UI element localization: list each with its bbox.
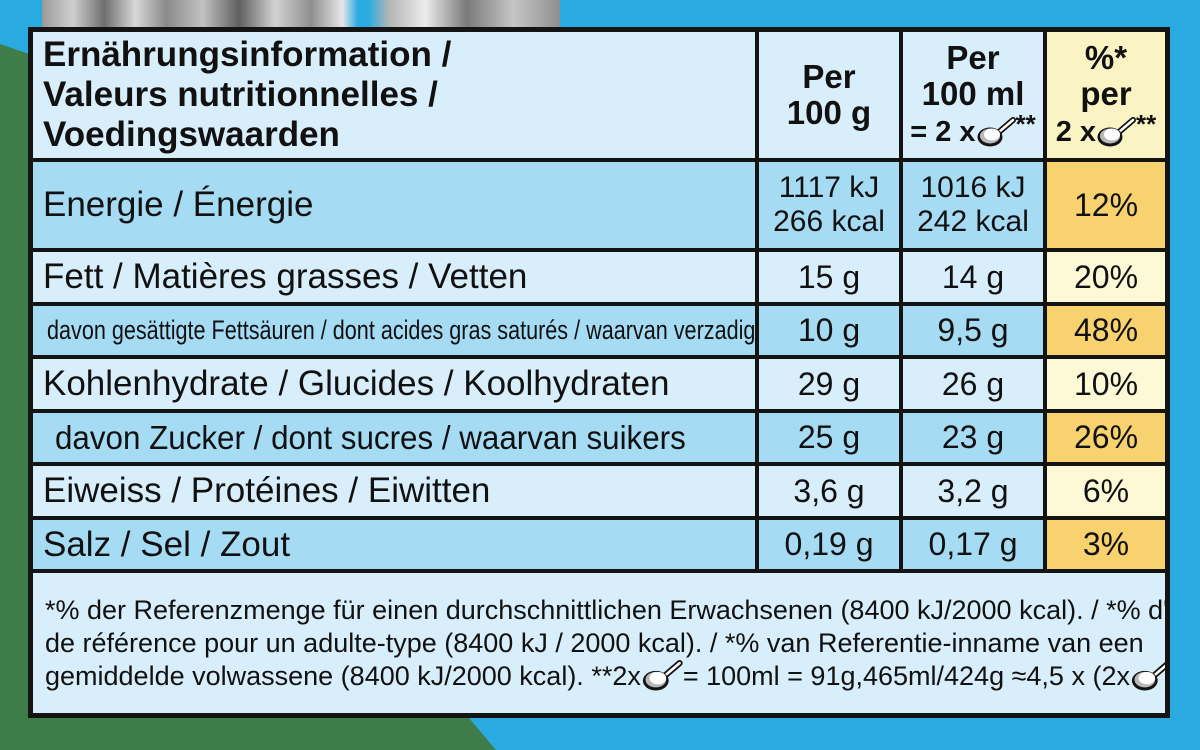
salt-per-100g: 0,19 g	[759, 520, 899, 569]
ladle-scoop-icon	[976, 117, 1016, 148]
title-line-nl: Voedingswaarden	[43, 115, 340, 154]
sugars-percent: 26%	[1047, 413, 1165, 462]
table-row-saturates-label: davon gesättigte Fettsäuren / dont acide…	[33, 306, 755, 355]
table-row-fat-label: Fett / Matières grasses / Vetten	[33, 252, 755, 302]
title-line-de: Ernährungsinformation /	[43, 35, 452, 74]
nutrition-table-title: Ernährungsinformation / Valeurs nutritio…	[33, 32, 755, 158]
column-header-per-100ml: Per 100 ml = 2 x **	[903, 32, 1043, 158]
saturates-per-100g: 10 g	[759, 306, 899, 355]
percent-equivalence: 2 x **	[1055, 109, 1157, 148]
carbohydrate-per-100ml: 26 g	[903, 359, 1043, 409]
sugars-per-100g: 25 g	[759, 413, 899, 462]
per-100ml-line2: 100 ml	[921, 75, 1025, 112]
column-header-percent: %* per 2 x **	[1047, 32, 1165, 158]
package-photo-fragment	[42, 0, 560, 27]
footnote-line-2: de référence pour un adulte-type (8400 k…	[45, 627, 1144, 658]
nutrition-table: Ernährungsinformation / Valeurs nutritio…	[28, 27, 1170, 718]
table-row-protein-label: Eiweiss / Protéines / Eiwitten	[33, 466, 755, 516]
column-header-per-100g: Per 100 g	[759, 32, 899, 158]
fat-per-100ml: 14 g	[903, 252, 1043, 302]
table-row-salt-label: Salz / Sel / Zout	[33, 520, 755, 569]
energy-percent: 12%	[1047, 162, 1165, 248]
percent-line2: per	[1080, 75, 1132, 112]
sugars-per-100ml: 23 g	[903, 413, 1043, 462]
ladle-scoop-icon	[1096, 117, 1136, 148]
per-100g-line2: 100 g	[786, 94, 872, 131]
ladle-scoop-icon	[641, 660, 683, 692]
saturates-percent: 48%	[1047, 306, 1165, 355]
energy-per-100g: 1117 kJ 266 kcal	[759, 162, 899, 248]
carbohydrate-per-100g: 29 g	[759, 359, 899, 409]
table-row-energy-label: Energie / Énergie	[33, 162, 755, 248]
reference-intake-footnote: *% der Referenzmenge für einen durchschn…	[33, 573, 1165, 713]
per-100g-line1: Per	[802, 58, 856, 95]
footnote-line-3: gemiddelde volwassene (8400 kJ/2000 kcal…	[45, 660, 1165, 693]
table-row-sugars-label: davon Zucker / dont sucres / waarvan sui…	[33, 413, 755, 462]
per-100ml-line1: Per	[946, 39, 1000, 76]
salt-percent: 3%	[1047, 520, 1165, 569]
salt-per-100ml: 0,17 g	[903, 520, 1043, 569]
carbohydrate-percent: 10%	[1047, 359, 1165, 409]
energy-per-100ml: 1016 kJ 242 kcal	[903, 162, 1043, 248]
percent-line1: %*	[1084, 39, 1128, 76]
title-line-fr: Valeurs nutritionnelles /	[43, 75, 438, 114]
protein-per-100g: 3,6 g	[759, 466, 899, 516]
fat-percent: 20%	[1047, 252, 1165, 302]
ladle-scoop-icon	[1130, 660, 1165, 692]
per-100ml-equivalence: = 2 x **	[910, 109, 1036, 148]
table-row-carbohydrate-label: Kohlenhydrate / Glucides / Koolhydraten	[33, 359, 755, 409]
protein-per-100ml: 3,2 g	[903, 466, 1043, 516]
footnote-line-1: *% der Referenzmenge für einen durchschn…	[45, 594, 1165, 625]
saturates-per-100ml: 9,5 g	[903, 306, 1043, 355]
protein-percent: 6%	[1047, 466, 1165, 516]
fat-per-100g: 15 g	[759, 252, 899, 302]
